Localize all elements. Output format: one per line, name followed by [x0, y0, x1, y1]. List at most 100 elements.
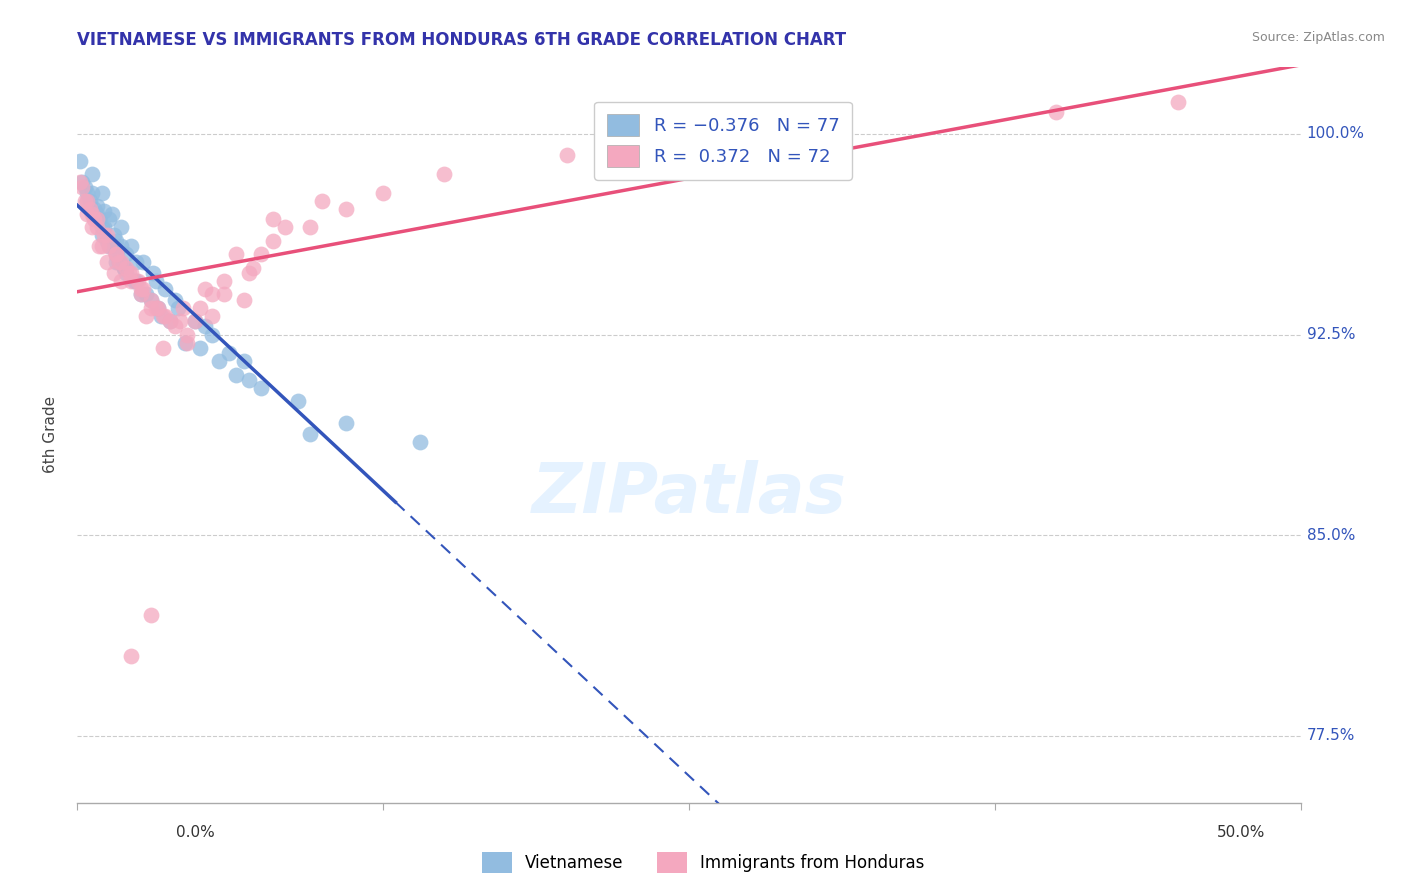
Text: 100.0%: 100.0%	[1306, 127, 1365, 141]
Point	[125, 255, 148, 269]
Point	[96, 255, 118, 269]
Point	[201, 309, 224, 323]
Point	[69, 153, 91, 168]
Point	[132, 255, 155, 269]
Point	[335, 416, 357, 430]
Point	[555, 148, 578, 162]
Point	[125, 274, 148, 288]
Point	[193, 282, 215, 296]
Point	[238, 373, 260, 387]
Point	[129, 287, 152, 301]
Point	[79, 202, 101, 216]
Point	[100, 239, 122, 253]
Point	[90, 186, 112, 200]
Point	[90, 228, 112, 243]
Point	[100, 207, 122, 221]
Point	[135, 287, 157, 301]
Point	[155, 309, 177, 323]
Point	[335, 202, 357, 216]
Point	[122, 274, 145, 288]
Point	[93, 228, 115, 243]
Point	[238, 266, 260, 280]
Point	[193, 319, 215, 334]
Point	[242, 260, 264, 275]
Point	[298, 220, 321, 235]
Point	[108, 255, 131, 269]
Point	[169, 314, 191, 328]
Point	[371, 186, 394, 200]
Point	[80, 220, 103, 235]
Point	[76, 194, 98, 208]
Point	[98, 212, 121, 227]
Text: 85.0%: 85.0%	[1306, 528, 1355, 542]
Point	[86, 212, 108, 227]
Point	[112, 260, 135, 275]
Point	[184, 314, 207, 328]
Point	[212, 274, 235, 288]
Point	[105, 247, 128, 261]
Point	[110, 274, 132, 288]
Point	[110, 220, 132, 235]
Point	[132, 282, 155, 296]
Point	[152, 309, 174, 323]
Point	[73, 194, 96, 208]
Point	[433, 167, 456, 181]
Point	[89, 212, 111, 227]
Point	[146, 301, 169, 315]
Point	[86, 220, 108, 235]
Point	[112, 260, 135, 275]
Point	[115, 266, 138, 280]
Legend: Vietnamese, Immigrants from Honduras: Vietnamese, Immigrants from Honduras	[475, 846, 931, 880]
Point	[274, 220, 297, 235]
Point	[118, 266, 141, 280]
Point	[142, 266, 165, 280]
Text: 50.0%: 50.0%	[1218, 825, 1265, 840]
Point	[159, 314, 181, 328]
Point	[79, 194, 101, 208]
Point	[165, 319, 187, 334]
Point	[262, 212, 284, 227]
Text: Source: ZipAtlas.com: Source: ZipAtlas.com	[1251, 31, 1385, 45]
Point	[152, 341, 174, 355]
Point	[98, 239, 121, 253]
Point	[105, 247, 128, 261]
Point	[127, 274, 149, 288]
Point	[129, 287, 152, 301]
Point	[176, 335, 198, 350]
Point	[80, 207, 103, 221]
Point	[89, 212, 111, 227]
Point	[108, 255, 131, 269]
Point	[139, 301, 162, 315]
Text: 77.5%: 77.5%	[1306, 729, 1355, 743]
Point	[262, 234, 284, 248]
Point	[105, 247, 128, 261]
Point	[145, 301, 167, 315]
Point	[86, 207, 108, 221]
Point	[79, 202, 101, 216]
Point	[76, 194, 98, 208]
Point	[70, 175, 93, 189]
Point	[174, 335, 197, 350]
Point	[232, 354, 254, 368]
Point	[212, 287, 235, 301]
Point	[139, 293, 162, 307]
Point	[110, 255, 132, 269]
Point	[120, 266, 142, 280]
Point	[129, 282, 152, 296]
Point	[172, 301, 194, 315]
Point	[208, 354, 231, 368]
Text: VIETNAMESE VS IMMIGRANTS FROM HONDURAS 6TH GRADE CORRELATION CHART: VIETNAMESE VS IMMIGRANTS FROM HONDURAS 6…	[77, 31, 846, 49]
Point	[1045, 105, 1067, 120]
Point	[225, 247, 247, 261]
Point	[90, 239, 112, 253]
Point	[76, 207, 98, 221]
Point	[103, 239, 125, 253]
Point	[105, 255, 128, 269]
Point	[139, 608, 162, 623]
Point	[184, 314, 207, 328]
Point	[73, 180, 96, 194]
Point	[409, 434, 432, 449]
Text: 0.0%: 0.0%	[176, 825, 215, 840]
Point	[120, 648, 142, 663]
Point	[250, 381, 273, 395]
